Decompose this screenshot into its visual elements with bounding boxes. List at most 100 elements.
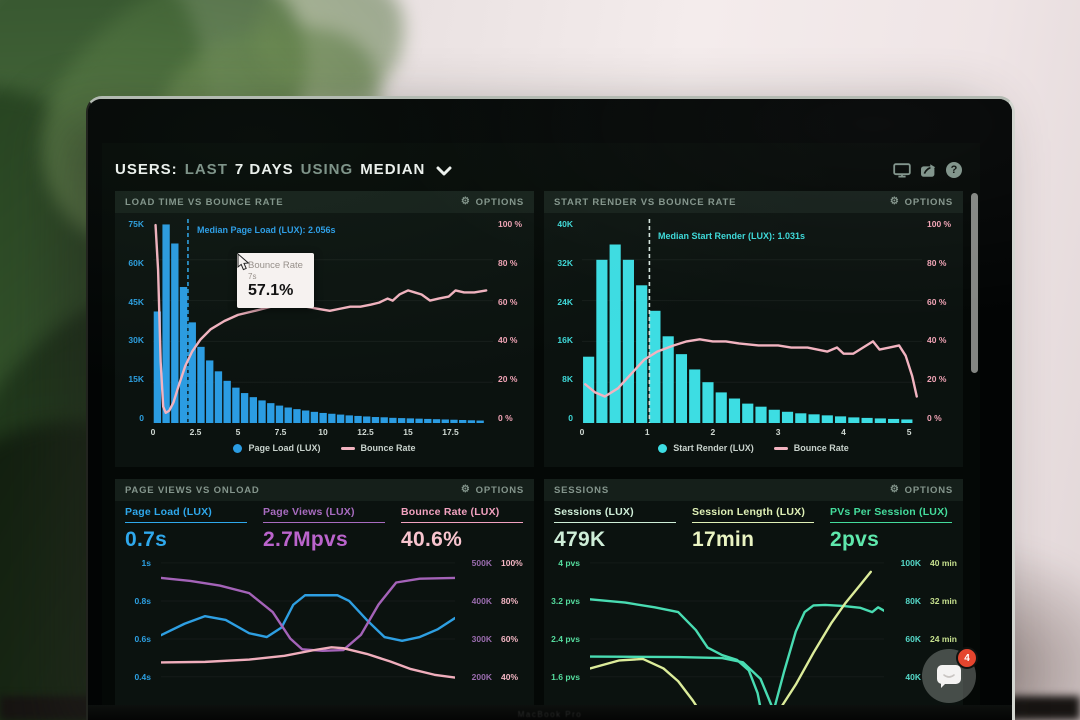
tick-label: 60K <box>905 634 921 645</box>
tick-label: 75K <box>128 219 144 229</box>
gear-icon: ⚙ <box>889 196 900 207</box>
y-axis-right: 100K 40 min 80K 32 min 60K 24 min 40K <box>889 551 963 705</box>
panel-header: START RENDER VS BOUNCE RATE ⚙ OPTIONS <box>544 191 963 213</box>
title-median: MEDIAN <box>360 161 426 178</box>
tick-label: 400K <box>471 595 492 606</box>
options-button[interactable]: ⚙ OPTIONS <box>461 197 524 208</box>
panel-sessions: SESSIONS ⚙ OPTIONS Sessions (LUX) 479K Ses… <box>544 479 963 705</box>
tick-label: 24 min <box>930 634 957 645</box>
metric: Bounce Rate (LUX) 40.6% <box>401 506 534 551</box>
tick-label: 5 <box>906 427 912 437</box>
chart-tooltip: Bounce Rate 7s 57.1% <box>237 253 314 308</box>
metric-underline <box>830 522 952 523</box>
tick-label: 40 min <box>930 557 957 568</box>
metric: Session Length (LUX) 17min <box>692 506 830 551</box>
laptop-bezel: MacBook Pro <box>88 705 1012 720</box>
y-axis-left: 1s 0.8s 0.6s 0.4s <box>115 551 159 705</box>
title-using: USING <box>300 161 354 178</box>
tick-pair: 500K 100% <box>460 558 534 568</box>
tick-label: 0 <box>139 412 144 423</box>
tooltip-subtitle: 7s <box>248 272 257 281</box>
metric-underline <box>692 522 814 523</box>
legend-item[interactable]: Bounce Rate <box>773 443 849 453</box>
tooltip-title: Bounce Rate <box>248 260 303 271</box>
legend-item[interactable]: Bounce Rate <box>340 443 416 453</box>
metrics-row: Page Load (LUX) 0.7s Page Views (LUX) 2.7Mp… <box>125 506 530 551</box>
share-icon[interactable] <box>920 163 937 178</box>
tick-label: 0 <box>150 427 156 437</box>
laptop: USERS: LAST 7 DAYS USING MEDIAN <box>86 96 1015 720</box>
tick-label: 80 % <box>498 257 518 268</box>
options-button[interactable]: ⚙ OPTIONS <box>461 485 524 496</box>
tick-label: 32K <box>557 257 573 268</box>
legend-item[interactable]: Page Load (LUX) <box>233 443 321 453</box>
chat-launcher-button[interactable]: 4 <box>922 647 978 703</box>
tick-label: 15K <box>128 374 144 385</box>
tick-label: 200K <box>471 671 492 682</box>
options-button[interactable]: ⚙ OPTIONS <box>890 485 953 496</box>
tick-label: 60% <box>501 634 519 645</box>
tick-label: 100K <box>900 557 921 568</box>
tick-label: 80K <box>905 595 921 606</box>
tick-label: 500K <box>471 557 492 568</box>
scrollbar[interactable] <box>971 193 978 373</box>
chart-plot <box>590 551 884 705</box>
legend-line-icon <box>773 446 788 450</box>
median-annotation: Median Start Render (LUX): 1.031s <box>658 231 806 241</box>
tick-label: 40K <box>905 671 921 682</box>
help-icon[interactable]: ? <box>946 162 962 178</box>
panel-start-render-vs-bounce-rate: START RENDER VS BOUNCE RATE ⚙ OPTIONS 40… <box>544 191 963 467</box>
legend-item[interactable]: Start Render (LUX) <box>658 443 754 453</box>
tick-label: 0.4s <box>134 671 151 682</box>
gear-icon: ⚙ <box>460 484 471 495</box>
tick-label: 100 % <box>498 219 523 229</box>
tick-label: 0 <box>568 412 573 423</box>
metric: Page Views (LUX) 2.7Mpvs <box>263 506 401 551</box>
chart-plot: Median Page Load (LUX): 2.056s Bounce Ra… <box>153 219 493 423</box>
tick-label: 32 min <box>930 595 957 606</box>
options-button[interactable]: ⚙ OPTIONS <box>890 197 953 208</box>
x-axis: 0 1 2 3 4 5 <box>579 427 922 441</box>
options-label: OPTIONS <box>904 196 953 208</box>
legend-line-icon <box>340 446 355 450</box>
metric-value: 2pvs <box>830 528 880 551</box>
metric-label: Page Views (LUX) <box>263 506 355 518</box>
options-label: OPTIONS <box>904 484 953 496</box>
monitor-icon[interactable] <box>893 162 911 178</box>
tick-label: 1 <box>644 427 650 437</box>
panel-header: PAGE VIEWS VS ONLOAD ⚙ OPTIONS <box>115 479 534 501</box>
options-label: OPTIONS <box>475 484 524 496</box>
tick-label: 30K <box>128 335 144 346</box>
metric-underline <box>125 522 247 523</box>
laptop-brand-text: MacBook Pro <box>517 709 583 719</box>
tick-label: 2.4 pvs <box>551 634 580 645</box>
legend-label: Start Render (LUX) <box>673 443 754 453</box>
tick-label: 60 % <box>927 296 947 307</box>
tick-label: 0 % <box>927 412 942 423</box>
chat-bubble-icon <box>937 664 961 688</box>
tick-pair: 200K 40% <box>460 672 534 682</box>
tick-pair: 100K 40 min <box>889 558 963 568</box>
metric: Sessions (LUX) 479K <box>554 506 692 551</box>
tick-label: 0 % <box>498 412 513 423</box>
chat-unread-badge: 4 <box>956 647 978 669</box>
title-days: 7 DAYS <box>234 161 294 178</box>
chart-legend: Page Load (LUX) Bounce Rate <box>115 443 534 453</box>
dashboard-title-dropdown[interactable]: USERS: LAST 7 DAYS USING MEDIAN <box>115 161 452 178</box>
tick-pair: 300K 60% <box>460 634 534 644</box>
tick-label: 80% <box>501 595 519 606</box>
y-axis-right: 100 % 80 % 60 % 40 % 20 % 0 % <box>493 219 534 423</box>
metric-underline <box>554 522 676 523</box>
panel-title: START RENDER VS BOUNCE RATE <box>554 196 737 208</box>
tick-label: 17.5 <box>442 427 459 437</box>
screen: USERS: LAST 7 DAYS USING MEDIAN <box>88 99 1012 720</box>
tick-label: 0 <box>579 427 585 437</box>
tick-label: 12.5 <box>357 427 374 437</box>
tick-label: 1.6 pvs <box>551 671 580 682</box>
tick-pair: 80K 32 min <box>889 596 963 606</box>
chevron-down-icon <box>436 166 452 175</box>
tick-label: 8K <box>562 374 573 385</box>
panel-load-time-vs-bounce-rate: LOAD TIME VS BOUNCE RATE ⚙ OPTIONS 75K 60… <box>115 191 534 467</box>
tick-label: 16K <box>557 335 573 346</box>
chart-legend: Start Render (LUX) Bounce Rate <box>544 443 963 453</box>
